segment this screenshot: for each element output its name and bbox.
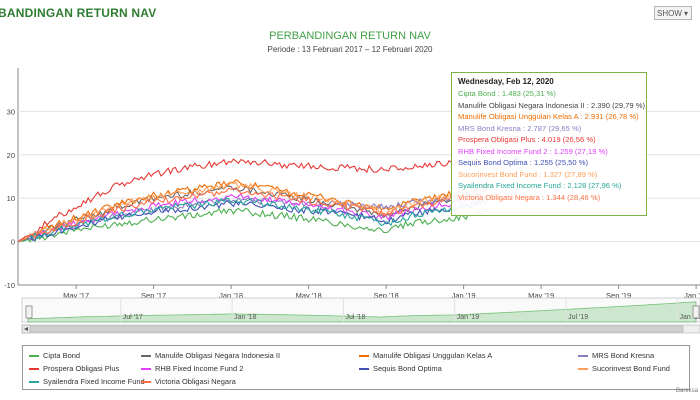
legend-item[interactable]: MRS Bond Kresna	[578, 351, 654, 360]
legend-label: Cipta Bond	[43, 351, 81, 360]
series-line	[17, 198, 488, 243]
legend-swatch	[578, 355, 588, 358]
y-tick-label: 10	[7, 194, 15, 203]
chart-subtitle: Periode : 13 Februari 2017 – 12 Februari…	[267, 45, 433, 54]
series-line	[17, 187, 489, 242]
x-tick-label: May '18	[296, 291, 322, 300]
x-tick-label: Jan '19	[452, 291, 476, 300]
legend-item[interactable]: Manulife Obligasi Negara Indonesia II	[141, 351, 280, 360]
navigator-tick-label: Jan '20	[679, 314, 700, 321]
x-tick-label: May '19	[528, 291, 554, 300]
legend-swatch	[578, 368, 588, 371]
x-tick-label: Sep '18	[374, 291, 399, 300]
legend-item[interactable]: Prospera Obligasi Plus	[29, 364, 119, 373]
legend-swatch	[141, 355, 151, 358]
legend-item[interactable]: Cipta Bond	[29, 351, 80, 360]
x-tick-label: Sep '17	[141, 291, 166, 300]
navigator-area	[27, 301, 697, 323]
navigator-tick-label: Jan '19	[457, 314, 479, 321]
legend-label: Sequis Bond Optima	[373, 364, 442, 373]
chart-title: PERBANDINGAN RETURN NAV	[269, 30, 431, 42]
chart-legend: Cipta Bond Manulife Obligasi Negara Indon…	[22, 345, 690, 390]
credit-text: Bareksa	[675, 388, 698, 394]
tooltip-row: Manulife Obligasi Negara Indonesia II : …	[458, 100, 645, 110]
tooltip-row: Manulife Obligasi Unggulan Kelas A : 2.9…	[458, 112, 639, 121]
tooltip-row: RHB Fixed Income Fund 2 : 1.259 (27,19 %…	[458, 146, 608, 156]
legend-item[interactable]: Victoria Obligasi Negara	[141, 377, 236, 386]
legend-item[interactable]: Sequis Bond Optima	[359, 364, 442, 373]
x-tick-label: Jan '18	[219, 291, 243, 300]
series-line	[17, 196, 489, 243]
legend-item[interactable]: RHB Fixed Income Fund 2	[141, 364, 243, 373]
navigator-handle-left[interactable]	[25, 305, 33, 319]
tooltip-row: MRS Bond Kresna : 2.787 (29,65 %)	[458, 123, 582, 133]
legend-item[interactable]: Manulife Obligasi Unggulan Kelas A	[359, 351, 492, 360]
x-tick-label: Sep '19	[606, 291, 631, 300]
chart-tooltip: Wednesday, Feb 12, 2020 Cipta Bond : 1.4…	[451, 72, 647, 216]
legend-swatch	[141, 381, 151, 384]
y-tick-label: 20	[7, 151, 15, 160]
navigator-tick-label: Jul '18	[345, 314, 365, 321]
legend-item[interactable]: Syailendra Fixed Income Fund	[29, 377, 145, 386]
series-line	[17, 179, 489, 243]
legend-label: Prospera Obligasi Plus	[43, 364, 120, 373]
navigator-tick-label: Jul '19	[568, 314, 588, 321]
tooltip-row: Sucorinvest Bond Fund : 1.327 (27,89 %)	[458, 169, 598, 179]
legend-label: Victoria Obligasi Negara	[155, 377, 236, 386]
legend-item[interactable]: Sucorinvest Bond Fund	[578, 364, 670, 373]
chevron-left-icon	[24, 327, 28, 331]
navigator-tick-label: Jan '18	[234, 314, 256, 321]
legend-label: Sucorinvest Bond Fund	[592, 364, 670, 373]
legend-label: RHB Fixed Income Fund 2	[155, 364, 244, 373]
chevron-down-icon: ▾	[683, 9, 688, 18]
tooltip-row: Syailendra Fixed Income Fund : 2.128 (27…	[458, 181, 622, 190]
legend-label: Syailendra Fixed Income Fund	[43, 377, 145, 386]
navigator-handle-right[interactable]	[692, 305, 700, 319]
legend-swatch	[29, 355, 39, 358]
series-line	[17, 181, 489, 243]
legend-label: Manulife Obligasi Negara Indonesia II	[155, 351, 281, 360]
legend-swatch	[29, 368, 39, 371]
tooltip-row: Prospera Obligasi Plus : 4.019 (26,56 %)	[458, 135, 596, 144]
legend-swatch	[141, 368, 151, 371]
scrollbar-thumb[interactable]	[22, 325, 684, 333]
legend-swatch	[359, 368, 369, 371]
x-tick-label: Jan '20	[684, 291, 700, 300]
y-tick-label: 0	[11, 238, 15, 247]
series-line	[17, 207, 488, 243]
show-dropdown-label: SHOW	[657, 9, 682, 18]
y-tick-label: 30	[7, 107, 15, 116]
series-line	[17, 158, 489, 243]
tooltip-row: Victoria Obligasi Negara : 1.344 (28,46 …	[458, 192, 601, 202]
tooltip-date: Wednesday, Feb 12, 2020	[458, 77, 554, 86]
x-tick-label: May '17	[63, 291, 89, 300]
y-tick-label: -10	[4, 281, 15, 290]
show-dropdown[interactable]: SHOW ▾	[654, 6, 692, 20]
legend-label: Manulife Obligasi Unggulan Kelas A	[373, 351, 493, 360]
legend-swatch	[359, 355, 369, 358]
legend-swatch	[29, 381, 39, 384]
page-title: BANDINGAN RETURN NAV	[0, 6, 157, 20]
legend-label: MRS Bond Kresna	[592, 351, 655, 360]
tooltip-row: Cipta Bond : 1.483 (25,31 %)	[458, 89, 556, 98]
navigator-tick-label: Jul '17	[123, 314, 143, 321]
tooltip-row: Sequis Bond Optima : 1.255 (25,50 %)	[458, 158, 589, 167]
